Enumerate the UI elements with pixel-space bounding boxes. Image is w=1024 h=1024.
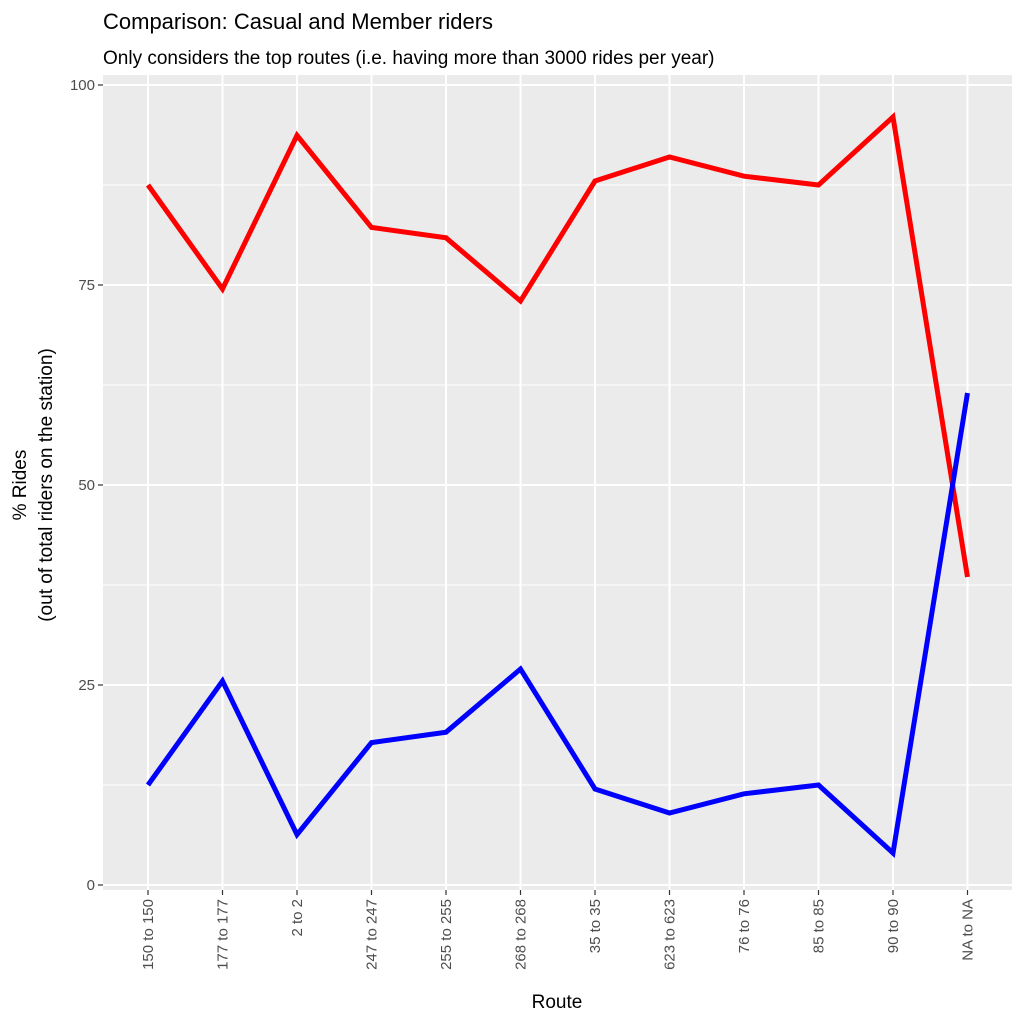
series-line-red: [145, 112, 970, 578]
x-tick-label: 76 to 76: [736, 899, 753, 953]
y-tick-label: 50: [78, 477, 95, 494]
series-layer: [145, 112, 970, 858]
y-axis-title-line1: % Rides: [10, 450, 31, 521]
y-tick-label: 0: [87, 877, 95, 894]
series-line-blue: [145, 392, 970, 858]
y-tick-label: 75: [78, 277, 95, 294]
x-tick-label: 90 to 90: [885, 899, 902, 953]
major-gridlines: [103, 75, 1012, 890]
x-tick-label: 35 to 35: [587, 899, 604, 953]
x-tick-label: 255 to 255: [438, 899, 455, 970]
x-tick-label: 623 to 623: [662, 899, 679, 970]
x-tick-label: 268 to 268: [513, 899, 530, 970]
x-tick-label: 177 to 177: [215, 899, 232, 970]
x-tick-label: NA to NA: [960, 899, 977, 961]
y-tick-label: 100: [70, 77, 95, 94]
y-tick-label: 25: [78, 677, 95, 694]
minor-gridlines: [103, 184, 1012, 786]
y-axis: 0 25 50 75 100: [70, 77, 103, 894]
x-axis: 150 to 150 177 to 177 2 to 2 247 to 247 255 …: [140, 890, 977, 970]
x-axis-title: Route: [532, 992, 583, 1013]
x-tick-label: 85 to 85: [811, 899, 828, 953]
y-axis-title-line2: (out of total riders on the station): [36, 348, 57, 622]
chart-title: Comparison: Casual and Member riders: [103, 9, 493, 34]
x-tick-label: 150 to 150: [140, 899, 157, 970]
x-tick-label: 247 to 247: [364, 899, 381, 970]
plot-panel: [103, 75, 1012, 890]
chart-subtitle: Only considers the top routes (i.e. havi…: [103, 48, 715, 69]
y-axis-title: % Rides (out of total riders on the stat…: [10, 348, 57, 622]
x-tick-label: 2 to 2: [289, 899, 306, 937]
